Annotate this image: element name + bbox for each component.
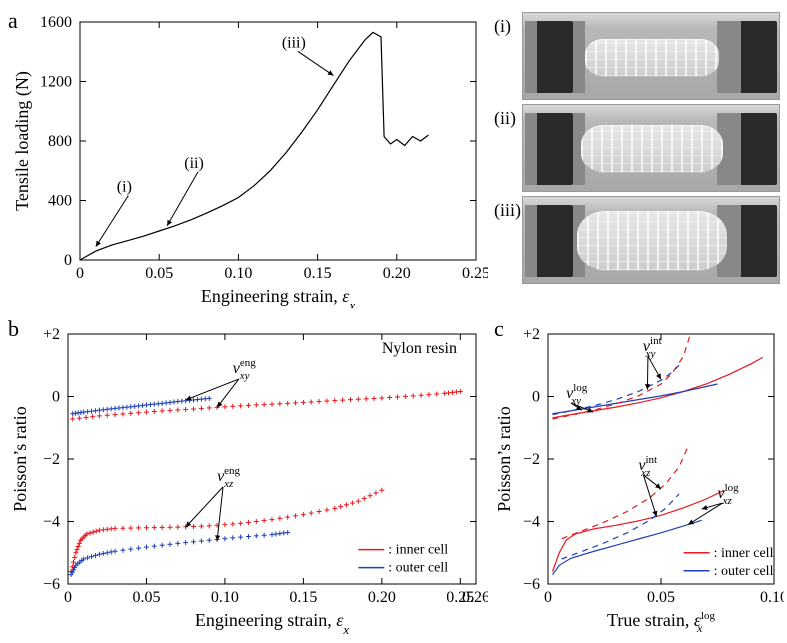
svg-text:: outer cell: : outer cell (388, 561, 448, 576)
svg-text:: outer cell: : outer cell (714, 564, 774, 579)
svg-text:0.20: 0.20 (368, 589, 396, 606)
svg-text:0.10: 0.10 (211, 589, 239, 606)
chart-a: 0 0.05 0.10 0.15 0.20 0.25 0 400 800 1200 1600 Tens… (8, 8, 488, 308)
panel-c-label: c (494, 316, 504, 342)
panel-a: a 0 0.05 0.10 0.15 0.20 0.25 0 400 800 1200 1600 Te… (8, 8, 488, 308)
svg-text:Engineering strain, εx: Engineering strain, εx (201, 286, 356, 308)
svg-text:+2: +2 (523, 326, 540, 343)
svg-text:0.15: 0.15 (304, 265, 332, 282)
svg-text:−2: −2 (43, 451, 60, 468)
svg-text:0: 0 (76, 265, 84, 282)
photo-row: (iii) (494, 196, 784, 284)
svg-text:0.10: 0.10 (760, 589, 784, 606)
photo-row: (i) (494, 12, 784, 100)
svg-text:0.26: 0.26 (462, 589, 488, 606)
svg-text:0: 0 (532, 389, 540, 406)
figure-grid: a 0 0.05 0.10 0.15 0.20 0.25 0 400 800 1200 1600 Te… (8, 8, 779, 634)
svg-text:(ii): (ii) (184, 155, 204, 172)
panel-c: c 0 0.05 0.10 −6 −4 −2 0 +2 Poisson’s ratio True … (494, 314, 784, 634)
svg-text:0.10: 0.10 (224, 265, 252, 282)
svg-text:0.05: 0.05 (647, 589, 675, 606)
svg-text:0.05: 0.05 (132, 589, 160, 606)
svg-text:Poisson’s ratio: Poisson’s ratio (10, 406, 30, 512)
panel-b: b 00.050.100.150.200.25−6−4−20+2Poisson’… (8, 314, 488, 634)
svg-text:0: 0 (64, 252, 72, 269)
photo-row: (ii) (494, 104, 784, 192)
svg-text:0: 0 (52, 389, 60, 406)
panel-b-label: b (8, 316, 19, 342)
svg-text:: inner cell: : inner cell (388, 543, 448, 558)
svg-text:800: 800 (48, 133, 72, 150)
svg-text:Nylon resin: Nylon resin (382, 340, 457, 357)
svg-text:νintxy: νintxy (643, 335, 662, 360)
svg-text:0: 0 (64, 589, 72, 606)
svg-text:True strain, εlogx: True strain, εlogx (607, 610, 715, 634)
svg-text:(iii): (iii) (282, 34, 306, 51)
svg-text:Tensile loading (N): Tensile loading (N) (12, 71, 33, 211)
chart-c: 0 0.05 0.10 −6 −4 −2 0 +2 Poisson’s ratio True st… (494, 314, 784, 634)
photo-label: (ii) (494, 108, 516, 129)
svg-text:−4: −4 (43, 514, 60, 531)
svg-text:νengxz: νengxz (217, 465, 240, 490)
svg-text:1200: 1200 (40, 74, 72, 91)
photo-label: (iii) (494, 200, 521, 221)
svg-text:1600: 1600 (40, 14, 72, 31)
svg-text:0.20: 0.20 (383, 265, 411, 282)
svg-text:0.25: 0.25 (462, 265, 488, 282)
panel-a-label: a (8, 8, 18, 34)
svg-text:νintxz: νintxz (638, 454, 657, 479)
svg-text:+2: +2 (43, 326, 60, 343)
experiment-photo (522, 104, 780, 192)
experiment-photo (522, 196, 780, 284)
svg-text:0.15: 0.15 (289, 589, 317, 606)
photo-label: (i) (494, 16, 511, 37)
svg-text:0: 0 (544, 589, 552, 606)
svg-text:Poisson’s ratio: Poisson’s ratio (494, 406, 514, 512)
chart-b: 00.050.100.150.200.25−6−4−20+2Poisson’s … (8, 314, 488, 634)
svg-text:−6: −6 (523, 576, 540, 593)
svg-text:νengxy: νengxy (233, 357, 256, 382)
svg-text:−6: −6 (43, 576, 60, 593)
svg-text:: inner cell: : inner cell (714, 546, 774, 561)
svg-text:−2: −2 (523, 451, 540, 468)
svg-text:400: 400 (48, 193, 72, 210)
svg-text:νlogxy: νlogxy (566, 382, 588, 407)
experiment-photo (522, 12, 780, 100)
svg-text:−4: −4 (523, 514, 540, 531)
svg-text:Engineering strain, εx: Engineering strain, εx (195, 610, 350, 634)
svg-text:(i): (i) (117, 179, 132, 196)
svg-text:0.05: 0.05 (145, 265, 173, 282)
panel-a-photos: (i) (ii) (iii) (494, 8, 784, 308)
